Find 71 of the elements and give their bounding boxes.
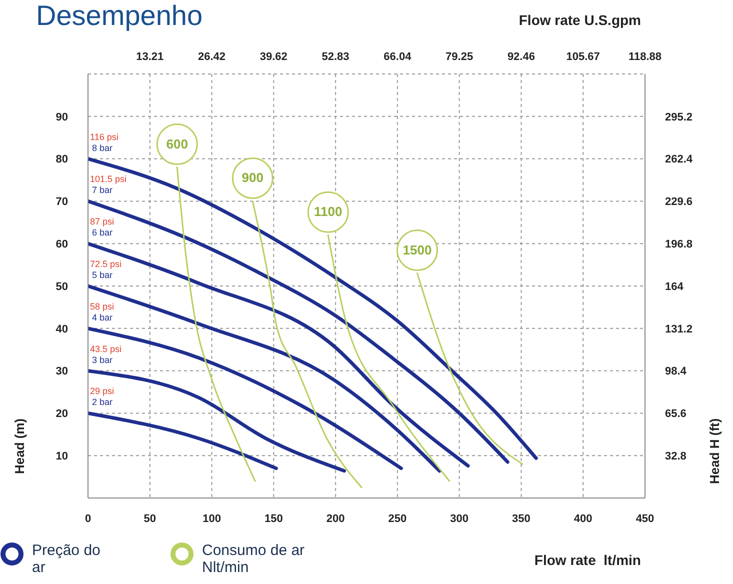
text: Consumo de ar Nlt/min: [202, 542, 306, 576]
y-tick-label: 30: [56, 366, 68, 378]
y2-tick-label: 295.2: [665, 111, 693, 124]
y2-tick-label: 98.4: [665, 366, 688, 378]
y-tick-label: 80: [56, 154, 68, 166]
x2-tick-label: 13.21: [136, 51, 164, 63]
series-label: 6 bar: [92, 228, 113, 238]
y2-tick-label: 32.8: [665, 450, 686, 463]
x2-tick-label: 118.88: [628, 51, 662, 63]
annotation: 116 psi: [90, 132, 118, 142]
series-label: 4 bar: [92, 312, 113, 322]
x-tick-label: 400: [574, 512, 592, 525]
x-tick-label: 450: [636, 512, 654, 525]
y-axis-title: Head (m): [12, 418, 27, 474]
y-tick-label: 90: [56, 111, 68, 124]
annotation: 29 psi: [90, 386, 114, 396]
y2-tick-label: 164: [665, 280, 684, 293]
annotation: 101.5 psi: [90, 174, 127, 184]
series-label: 600: [166, 136, 188, 152]
y2-tick-label: 131.2: [665, 323, 693, 336]
line-series: [88, 326, 403, 470]
x-tick-label: 50: [144, 512, 156, 525]
x-tick-label: 100: [202, 512, 221, 525]
series-label: 3 bar: [92, 354, 113, 365]
x2-tick-label: 79.25: [446, 51, 474, 63]
x-tick-label: 150: [264, 512, 283, 525]
annotation: 87 psi: [90, 216, 114, 227]
annotation: 72.5 psi: [90, 259, 122, 269]
annotation: 58 psi: [90, 301, 114, 312]
series-label: 2 bar: [92, 397, 113, 408]
x2-tick-label: 39.62: [260, 51, 288, 63]
annotation: 43.5 psi: [90, 344, 122, 354]
y2-tick-label: 65.6: [665, 408, 686, 420]
x-tick-label: 200: [326, 512, 345, 525]
series-label: 1100: [314, 204, 342, 220]
y2-tick-label: 196.8: [665, 238, 693, 251]
line-series: [252, 200, 362, 488]
x2-axis-title: Flow rate U.S.gpm: [518, 12, 641, 28]
line-series: [416, 272, 524, 465]
line-series: [88, 369, 346, 473]
x-tick-label: 350: [512, 512, 530, 525]
x2-tick-label: 92.46: [507, 51, 535, 63]
x2-tick-label: 105.67: [566, 51, 600, 63]
series-label: 7 bar: [92, 185, 113, 196]
series-label: 8 bar: [92, 142, 113, 153]
x2-tick-label: 26.42: [198, 51, 226, 63]
x2-tick-label: 52.83: [322, 51, 350, 63]
line-series: [88, 284, 442, 473]
x-axis-title: Flow rate lt/min: [534, 552, 641, 568]
series-label: 900: [242, 170, 264, 186]
y-tick-label: 20: [56, 408, 68, 420]
y2-tick-label: 262.4: [665, 154, 694, 166]
y-tick-label: 40: [56, 323, 68, 336]
x-tick-label: 300: [450, 512, 469, 525]
x-tick-label: 0: [84, 512, 92, 525]
line-series: [88, 199, 510, 464]
y-tick-label: 50: [56, 280, 68, 293]
y2-tick-label: 229.6: [665, 196, 693, 208]
y-tick-label: 70: [56, 196, 68, 208]
line-series: [88, 242, 470, 468]
y-tick-label: 10: [56, 450, 68, 463]
text: Preção do ar: [32, 542, 102, 576]
x-tick-label: 250: [388, 512, 407, 525]
series-label: 1500: [402, 242, 432, 258]
y2-axis-title: Head H (ft): [707, 418, 722, 484]
chart-title: Desempenho: [36, 0, 203, 32]
x2-tick-label: 66.04: [384, 51, 412, 63]
y-tick-label: 60: [56, 238, 68, 251]
line-series: [327, 234, 450, 482]
series-label: 5 bar: [92, 270, 113, 280]
line-series: [88, 157, 538, 460]
